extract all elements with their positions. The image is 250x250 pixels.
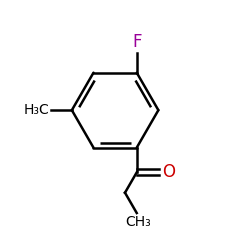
- Text: O: O: [162, 163, 175, 181]
- Text: CH₃: CH₃: [125, 215, 150, 229]
- Text: F: F: [132, 33, 141, 51]
- Text: H₃C: H₃C: [24, 103, 50, 117]
